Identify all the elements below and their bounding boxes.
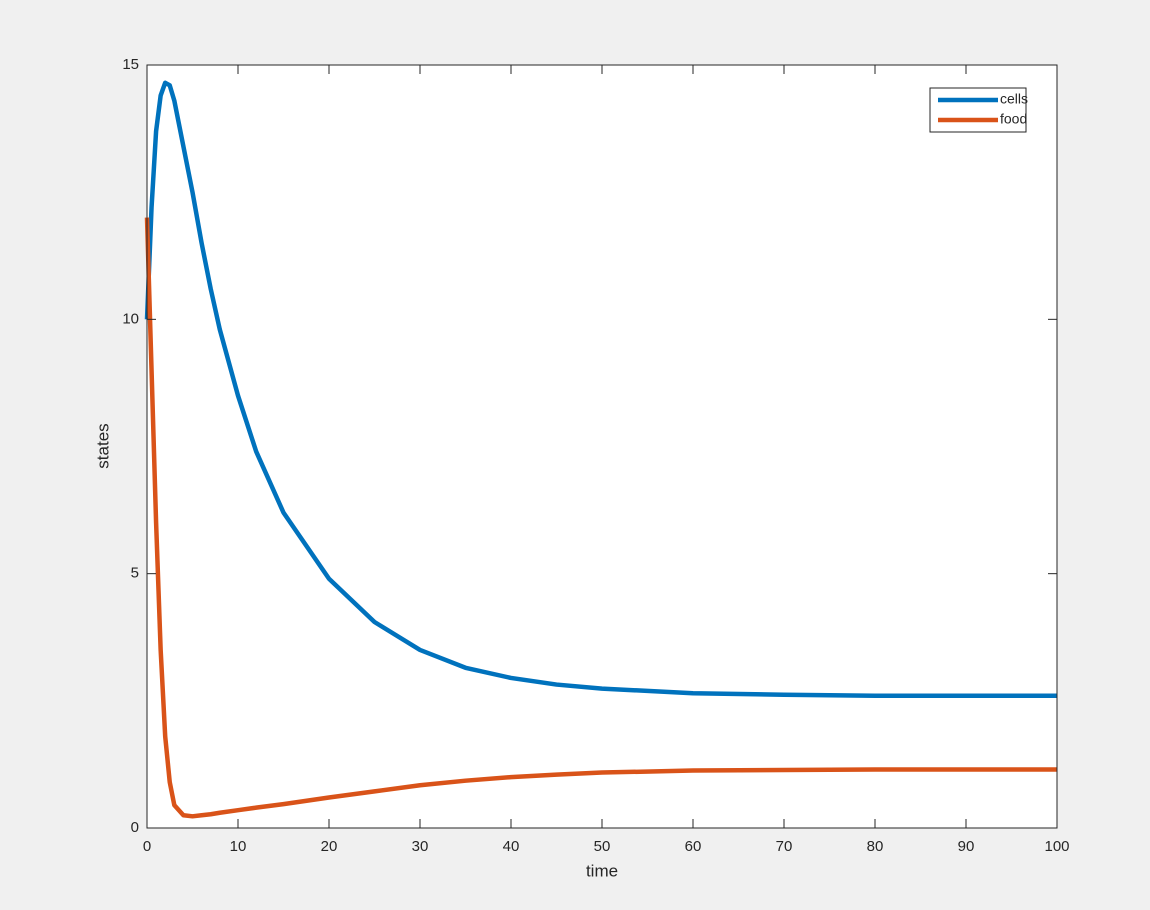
- y-tick-label: 15: [122, 56, 139, 73]
- line-series: [144, 80, 1057, 698]
- x-tick-label: 40: [503, 838, 520, 855]
- line-series: [144, 217, 1057, 819]
- plot: [144, 80, 1057, 819]
- x-tick-label: 0: [143, 838, 151, 855]
- legend-label: food: [1000, 111, 1027, 127]
- x-tick-label: 90: [958, 838, 975, 855]
- y-tick-label: 0: [131, 819, 139, 836]
- x-tick-label: 100: [1044, 838, 1069, 855]
- x-tick-label: 60: [685, 838, 702, 855]
- x-axis-label: time: [586, 861, 618, 880]
- y-tick-label: 5: [131, 565, 139, 582]
- x-tick-label: 80: [867, 838, 884, 855]
- plot-area: [147, 65, 1057, 828]
- x-tick-label: 70: [776, 838, 793, 855]
- legend-label: cells: [1000, 91, 1028, 107]
- x-tick-label: 30: [412, 838, 429, 855]
- y-axis-label: states: [93, 423, 112, 468]
- x-tick-label: 20: [321, 838, 338, 855]
- legend-box: [929, 87, 1027, 133]
- legend: cells food: [929, 87, 1028, 133]
- y-tick-label: 10: [122, 310, 139, 327]
- x-tick-label: 50: [594, 838, 611, 855]
- x-tick-label: 10: [230, 838, 247, 855]
